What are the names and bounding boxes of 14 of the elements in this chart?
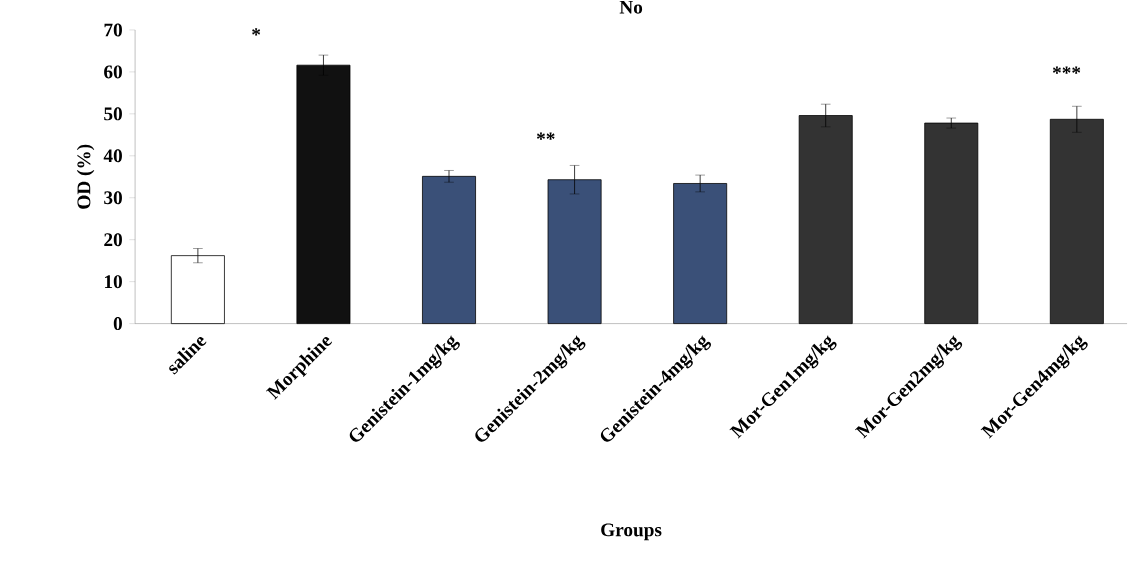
chart-title: No	[619, 0, 643, 14]
y-tick-label: 50	[104, 107, 122, 121]
y-axis-title: OD (%)	[76, 144, 95, 209]
annotation: **	[536, 132, 555, 140]
y-tick-label: 60	[104, 65, 122, 79]
y-tick-label: 40	[103, 149, 122, 163]
y-tick-label: 10	[104, 275, 122, 289]
annotation: *	[252, 28, 261, 36]
y-tick-label: 30	[104, 191, 122, 205]
y-tick-label: 20	[104, 233, 122, 247]
annotation: ***	[1052, 66, 1081, 74]
y-tick-label: 70	[104, 23, 122, 37]
y-tick-label: 0	[113, 317, 122, 331]
x-axis-title: Groups	[601, 523, 662, 541]
